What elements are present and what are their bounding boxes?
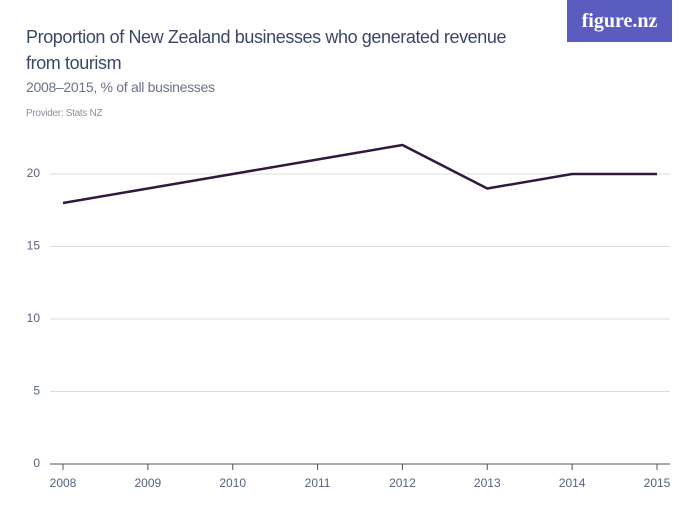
y-tick-label: 10 xyxy=(27,311,41,325)
chart-title: Proportion of New Zealand businesses who… xyxy=(26,27,507,73)
x-tick-label: 2009 xyxy=(135,476,162,490)
chart-subtitle: 2008–2015, % of all businesses xyxy=(26,79,215,95)
x-tick-label: 2008 xyxy=(50,476,77,490)
x-tick-label: 2014 xyxy=(559,476,586,490)
x-tick-label: 2015 xyxy=(644,476,671,490)
provider: Provider: Stats NZ xyxy=(26,108,103,119)
x-tick-label: 2012 xyxy=(389,476,416,490)
x-tick-label: 2013 xyxy=(474,476,501,490)
x-tick-label: 2010 xyxy=(219,476,246,490)
logo[interactable]: figure.nz xyxy=(567,0,672,42)
y-tick-label: 0 xyxy=(33,456,40,470)
y-tick-label: 5 xyxy=(33,384,40,398)
y-tick-label: 20 xyxy=(27,166,41,180)
x-tick-label: 2011 xyxy=(305,476,331,490)
y-tick-label: 15 xyxy=(27,239,41,253)
line xyxy=(62,143,657,205)
